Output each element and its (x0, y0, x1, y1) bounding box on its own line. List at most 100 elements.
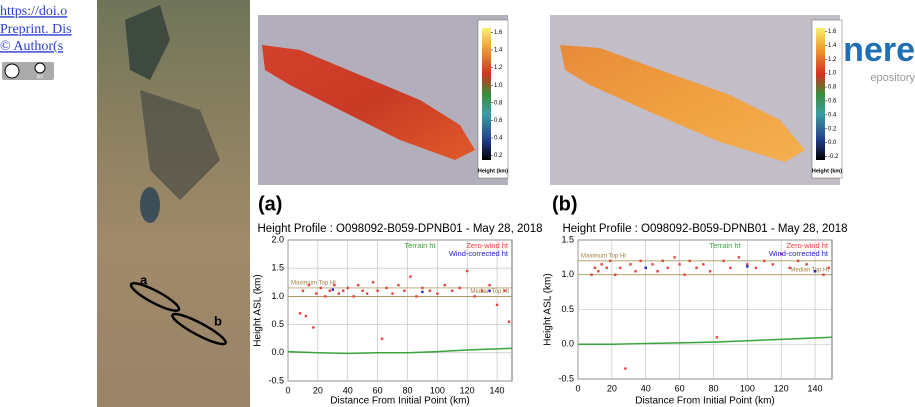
y-tick-label: -0.5 (558, 373, 574, 383)
colorbar-tick-label: 0.0 (828, 140, 837, 146)
data-point (715, 336, 719, 339)
data-point (458, 286, 461, 290)
data-point (403, 289, 406, 292)
colorbar-tick-label: 1.6 (828, 29, 837, 35)
colorbar-tick-label: 0.2 (828, 126, 837, 132)
colorbar-label: Height (km) (812, 168, 842, 174)
ref-line-label: Median Top Ht (790, 267, 829, 273)
data-point (822, 273, 825, 276)
data-point (312, 326, 315, 329)
data-point (771, 263, 774, 266)
data-point (651, 263, 654, 266)
data-point (683, 273, 686, 276)
colorbar-tick-label: 0.2 (494, 153, 503, 159)
data-point (421, 290, 424, 294)
data-point (380, 337, 384, 340)
data-point (729, 266, 732, 269)
data-point (324, 295, 327, 298)
colorbar-tick-label: 1.4 (494, 48, 503, 54)
data-point (319, 286, 323, 290)
y-tick-label: 2.0 (271, 234, 284, 244)
data-point (337, 292, 340, 295)
data-point (488, 283, 491, 287)
data-point (597, 270, 600, 273)
logo: nere (843, 31, 915, 69)
x-axis-label: Distance From Initial Point (km) (635, 396, 774, 407)
data-point (361, 289, 364, 292)
data-point (346, 286, 349, 290)
legend-label: Wind-corrected ht (769, 249, 829, 258)
y-tick-label: 1.0 (271, 291, 284, 301)
data-point (702, 263, 705, 266)
x-axis-label: Distance From Initial Point (km) (330, 396, 469, 407)
data-point (805, 263, 808, 266)
x-tick-label: 0 (575, 383, 580, 393)
x-tick-label: 60 (373, 385, 383, 395)
data-point (600, 263, 603, 266)
data-point (466, 269, 469, 273)
terrain-line (287, 347, 513, 355)
data-point (827, 266, 830, 269)
data-point (307, 283, 311, 287)
colorbar-tick-label: 1.0 (494, 83, 503, 89)
panel-label: (a) (258, 193, 282, 215)
data-point (473, 295, 476, 298)
legend-label: Zero-wind ht (786, 241, 829, 250)
data-point (495, 303, 499, 307)
map-label: a (140, 272, 148, 287)
x-tick-label: 40 (641, 383, 651, 393)
colorbar (482, 28, 491, 160)
data-point (436, 292, 439, 295)
swath (560, 45, 805, 162)
ref-line-label: Maximum Top Ht (581, 253, 626, 259)
map-label: b (214, 313, 222, 328)
data-point (507, 320, 511, 323)
data-point (397, 283, 400, 287)
data-point (678, 263, 681, 266)
y-tick-label: 0.5 (561, 304, 574, 314)
x-tick-label: 100 (430, 385, 445, 395)
doi-link[interactable]: https://doi.o (0, 4, 67, 19)
y-tick-label: 0.0 (561, 339, 574, 349)
data-point (315, 292, 318, 295)
legend-label: Wind-corrected ht (449, 249, 509, 258)
data-point (593, 266, 597, 269)
by-icon (34, 62, 46, 74)
data-point (639, 259, 642, 263)
x-tick-label: 120 (774, 383, 789, 393)
data-point (304, 314, 308, 318)
legend-label: Zero-wind ht (466, 241, 509, 250)
x-tick-label: 20 (313, 385, 323, 395)
terrain-line (578, 336, 833, 345)
y-tick-label: 1.5 (561, 234, 574, 244)
x-tick-label: 80 (708, 383, 718, 393)
badge-text: BY (37, 74, 44, 80)
data-point (614, 273, 617, 276)
cc-icon (4, 63, 20, 79)
x-tick-label: 120 (460, 385, 475, 395)
data-point (796, 259, 800, 263)
data-point (619, 266, 622, 269)
data-point (754, 266, 757, 269)
data-point (605, 266, 608, 269)
chart-title: Height Profile : O098092-B059-DPNB01 - M… (562, 223, 847, 235)
data-point (391, 292, 394, 295)
data-point (780, 252, 783, 256)
track-outline (129, 282, 181, 312)
copyright: © Author(s (0, 39, 63, 54)
colorbar-tick-label: 0.6 (494, 118, 503, 124)
data-point (376, 289, 379, 292)
data-point (428, 289, 432, 292)
x-tick-label: 0 (285, 385, 290, 395)
colorbar-tick-label: 1.2 (494, 65, 503, 71)
height-map-a (258, 15, 508, 185)
data-point (746, 263, 749, 266)
x-tick-label: 40 (343, 385, 353, 395)
y-tick-label: 1.5 (271, 263, 284, 273)
x-tick-label: 100 (740, 383, 755, 393)
y-axis-label: Height ASL (km) (543, 273, 554, 345)
data-point (480, 289, 484, 292)
lake (140, 187, 160, 223)
map-image (97, 0, 250, 407)
